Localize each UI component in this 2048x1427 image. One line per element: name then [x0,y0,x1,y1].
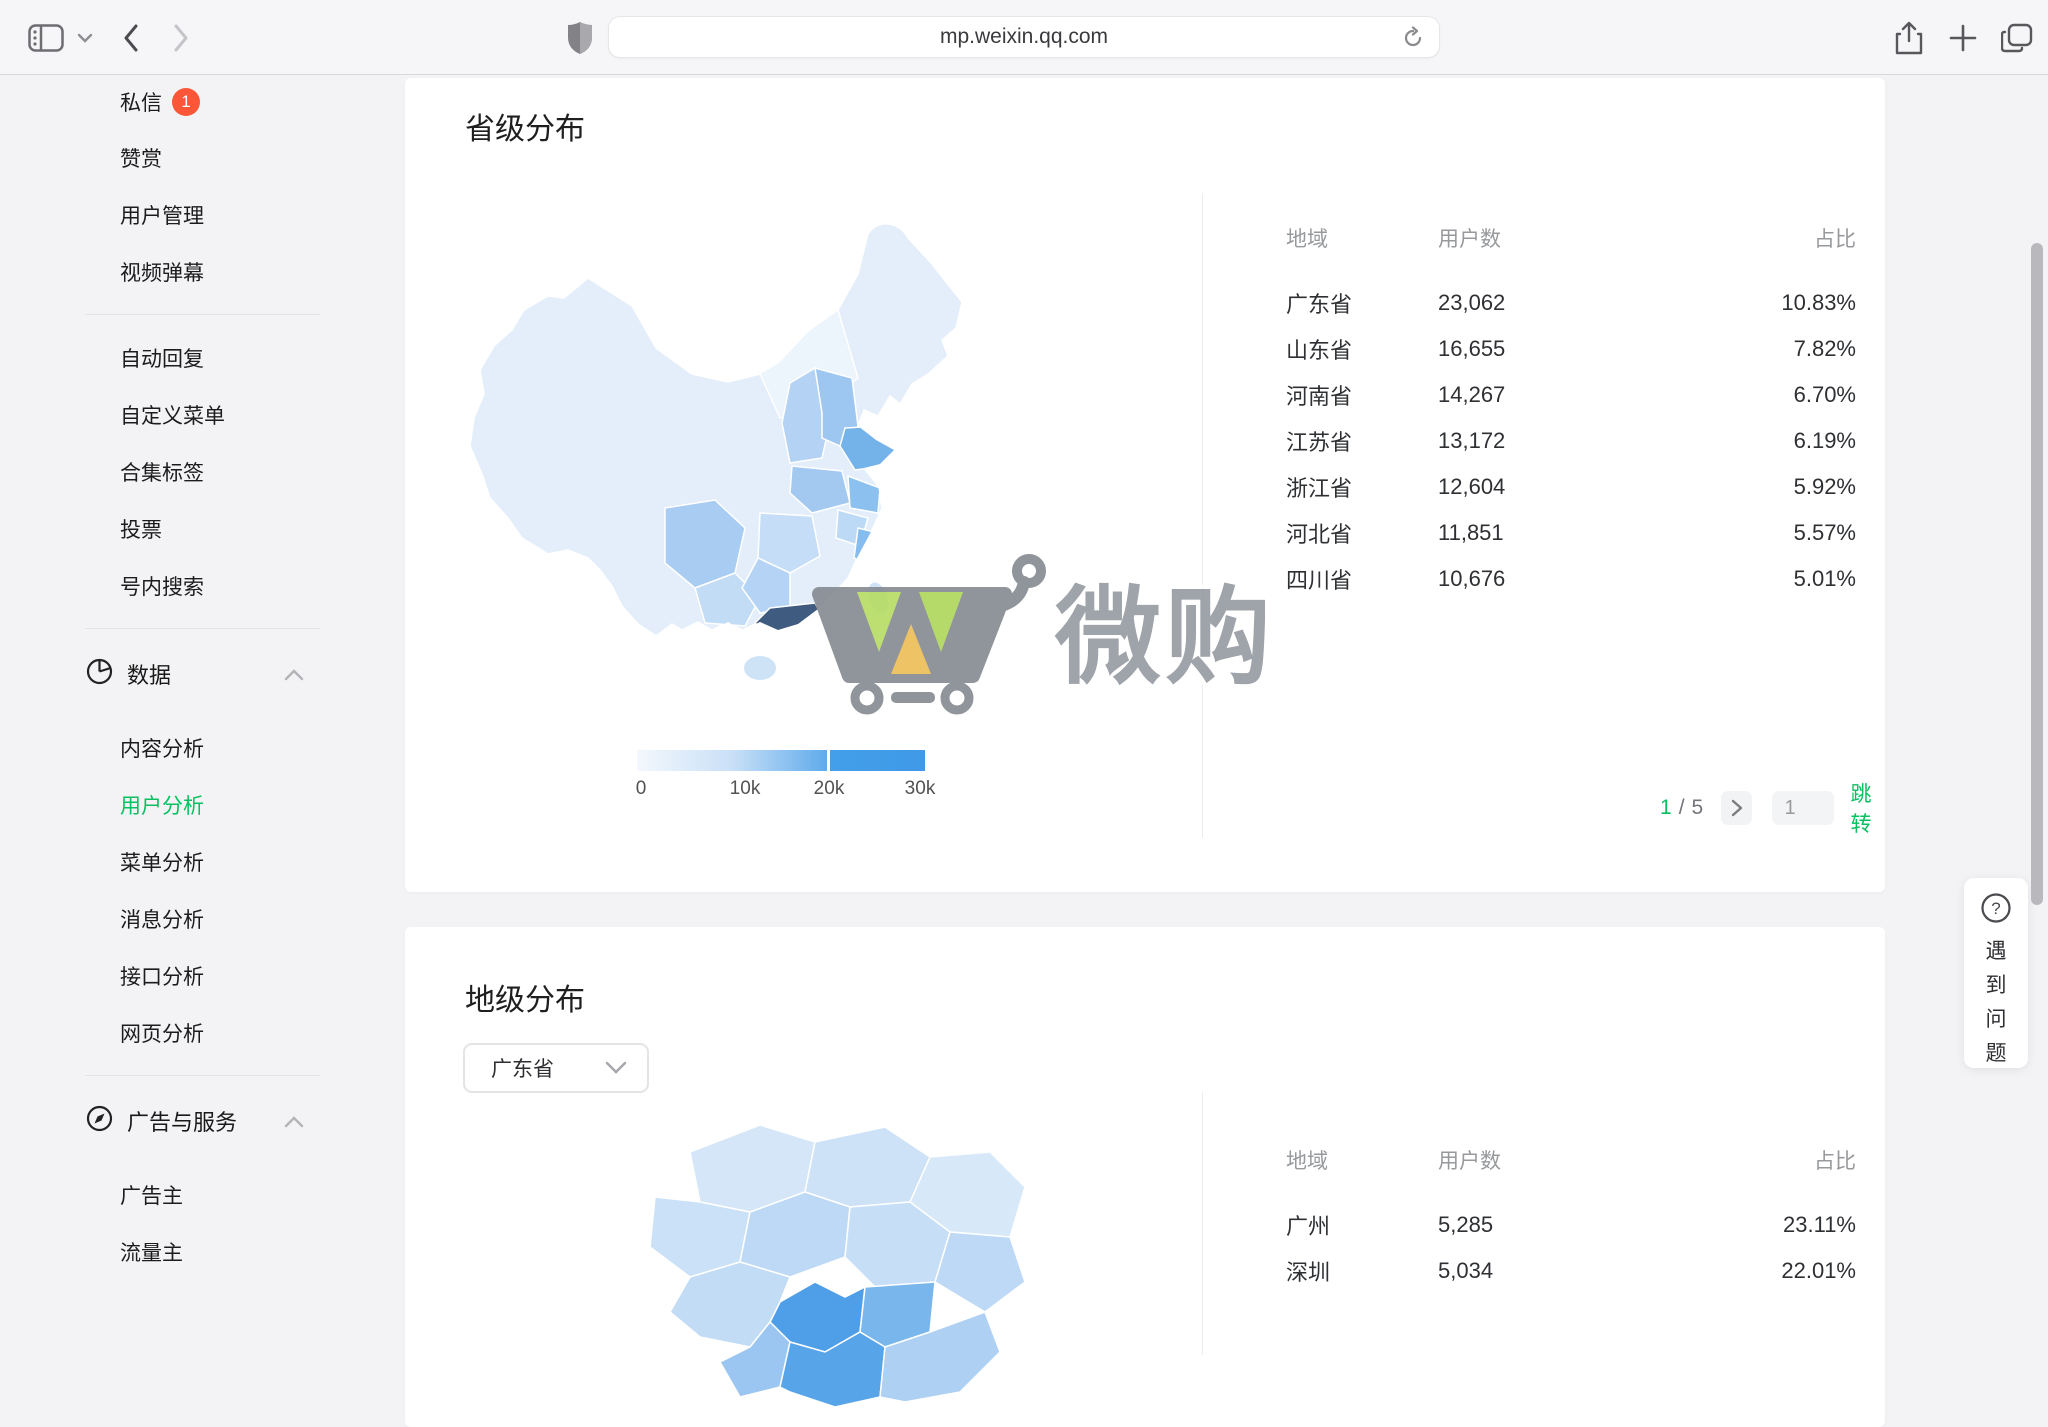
table-row: 山东省 16,655 7.82% [1286,336,1856,363]
pie-chart-icon [86,658,113,691]
back-button-icon[interactable] [114,0,148,75]
sidebar-item-content-analysis[interactable]: 内容分析 [120,737,204,761]
sidebar-item-voting[interactable]: 投票 [120,518,162,542]
scale-label-0: 0 [635,778,647,799]
sidebar-item-traffic-owner[interactable]: 流量主 [120,1241,183,1265]
province-distribution-card: 省级分布 [405,78,1885,892]
sidebar-divider [85,1075,320,1076]
sidebar-divider [85,628,320,629]
sidebar-item-advertiser[interactable]: 广告主 [120,1184,183,1208]
pagination-jump-link[interactable]: 跳转 [1850,783,1872,836]
scale-label-10k: 10k [729,778,761,799]
sidebar-item-label: 私信 [120,92,162,115]
table-row: 广州 5,285 23.11% [1286,1212,1856,1239]
table-row: 深圳 5,034 22.01% [1286,1258,1856,1285]
sidebar-data-sublist: 内容分析 用户分析 菜单分析 消息分析 接口分析 网页分析 [0,719,340,1061]
sidebar-item-private-messages[interactable]: 私信 1 [0,75,340,129]
sidebar-item-webpage-analysis[interactable]: 网页分析 [120,1022,204,1046]
sidebar-item-account-search[interactable]: 号内搜索 [120,575,204,599]
scale-label-20k: 20k [813,778,845,799]
city-table: 地域 用户数 占比 广州 5,285 23.11% 深圳 5,034 22.01… [1286,1142,1858,1294]
dropdown-selected-value: 广东省 [491,1058,554,1081]
sidebar-item-user-analysis[interactable]: 用户分析 [120,794,204,818]
help-feedback-button[interactable]: ? 遇 到 问 题 [1964,878,2028,1068]
sidebar-item-auto-reply[interactable]: 自动回复 [120,347,204,371]
toolbar-expand-chevron-icon[interactable] [72,0,98,75]
sidebar-item-api-analysis[interactable]: 接口分析 [120,965,204,989]
scale-tick-20k [827,750,830,771]
share-icon[interactable] [1888,0,1930,75]
chevron-down-icon [605,1061,627,1080]
sidebar-section-ads-services[interactable]: 广告与服务 [0,1090,340,1152]
table-row: 四川省 10,676 5.01% [1286,566,1856,593]
sidebar-toggle-icon[interactable] [26,0,66,75]
sidebar-section-data[interactable]: 数据 [0,643,340,705]
pagination-current-page: 1 [1660,796,1672,819]
unread-count-badge: 1 [172,88,200,116]
map-color-scale: 0 10k 20k 30k [635,750,935,802]
province-table-header: 地域 用户数 占比 [1286,228,1856,251]
sidebar-item-appreciation[interactable]: 赞赏 [120,147,162,171]
color-scale-bar [637,750,925,771]
forward-button-icon[interactable] [164,0,198,75]
scale-label-30k: 30k [904,778,936,799]
sidebar-item-custom-menu[interactable]: 自定义菜单 [120,404,225,428]
chevron-up-icon[interactable] [284,661,304,687]
pagination-page-input[interactable] [1772,791,1835,825]
refresh-icon[interactable] [1401,26,1425,55]
pagination: 1 / 5 跳转 [1660,783,1885,836]
province-table: 地域 用户数 占比 广东省 23,062 10.83% 山东省 16,655 7… [1286,220,1858,602]
question-mark-icon: ? [1980,892,2012,929]
table-row: 河北省 11,851 5.57% [1286,520,1856,547]
address-bar[interactable]: mp.weixin.qq.com [608,16,1440,58]
sidebar-ads-sublist: 广告主 流量主 [0,1166,340,1280]
privacy-shield-icon[interactable] [560,0,600,75]
help-label: 遇 到 问 题 [1985,940,2007,1065]
sidebar-item-menu-analysis[interactable]: 菜单分析 [120,851,204,875]
main-content: 省级分布 [340,75,2048,1427]
card-vertical-divider [1202,1092,1203,1355]
table-row: 河南省 14,267 6.70% [1286,382,1856,409]
china-map[interactable] [460,173,1205,763]
sidebar-item-collection-tags[interactable]: 合集标签 [120,461,204,485]
compass-icon [86,1105,113,1138]
sidebar-item-video-danmu[interactable]: 视频弹幕 [120,261,204,285]
sidebar-item-message-analysis[interactable]: 消息分析 [120,908,204,932]
table-row: 广东省 23,062 10.83% [1286,290,1856,317]
city-distribution-card: 地级分布 广东省 [405,927,1885,1427]
city-card-title: 地级分布 [465,984,585,1017]
sidebar-nav: 私信 1 赞赏 用户管理 视频弹幕 自动回复 自定义菜单 合集标签 投票 号内搜… [0,75,340,1280]
table-row: 江苏省 13,172 6.19% [1286,428,1856,455]
pagination-next-button[interactable] [1721,791,1753,825]
province-select-dropdown[interactable]: 广东省 [463,1043,649,1093]
sidebar-item-user-management[interactable]: 用户管理 [120,204,204,228]
guangdong-map[interactable] [630,1097,1050,1427]
window-scrollbar-thumb[interactable] [2031,243,2043,905]
city-table-header: 地域 用户数 占比 [1286,1150,1856,1173]
chevron-up-icon[interactable] [284,1108,304,1134]
card-vertical-divider [1202,193,1203,838]
address-bar-url: mp.weixin.qq.com [939,25,1109,48]
table-row: 浙江省 12,604 5.92% [1286,474,1856,501]
svg-text:?: ? [1991,899,2000,918]
page-body: 私信 1 赞赏 用户管理 视频弹幕 自动回复 自定义菜单 合集标签 投票 号内搜… [0,75,2048,1427]
sidebar-divider [85,314,320,315]
pagination-total-pages: 5 [1691,796,1704,819]
tab-overview-icon[interactable] [1996,0,2038,75]
new-tab-plus-icon[interactable] [1942,0,1984,75]
browser-toolbar: mp.weixin.qq.com [0,0,2048,75]
province-card-title: 省级分布 [465,113,585,146]
